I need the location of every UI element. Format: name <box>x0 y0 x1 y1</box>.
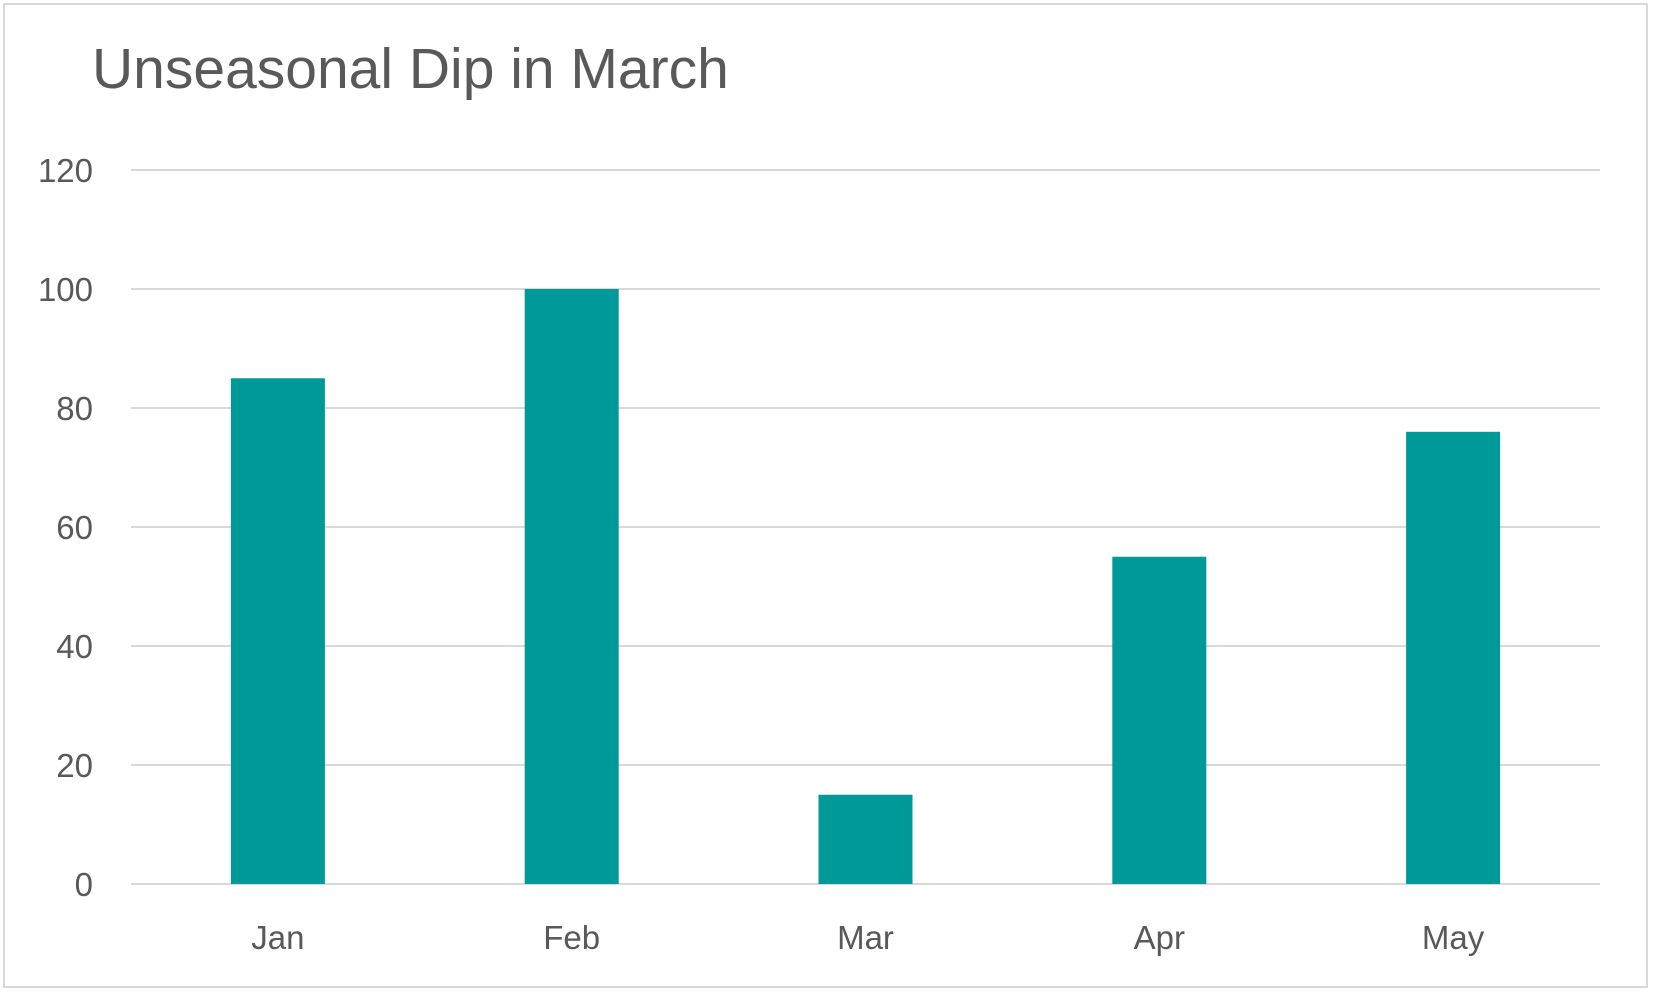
x-tick-label-feb: Feb <box>543 919 600 956</box>
y-tick-label: 0 <box>75 866 93 903</box>
bars <box>230 289 1501 884</box>
chart-title: Unseasonal Dip in March <box>92 37 729 101</box>
x-tick-label-mar: Mar <box>837 919 894 956</box>
y-tick-label: 60 <box>56 509 93 546</box>
y-tick-label: 80 <box>56 390 93 427</box>
y-axis-tick-labels: 0 20 40 60 80 100 120 <box>38 152 93 903</box>
y-tick-label: 20 <box>56 747 93 784</box>
x-tick-label-jan: Jan <box>251 919 304 956</box>
y-tick-label: 120 <box>38 152 93 189</box>
bar-jan <box>230 378 325 884</box>
bar-apr <box>1112 556 1207 884</box>
x-tick-label-may: May <box>1422 919 1485 956</box>
x-axis-tick-labels: Jan Feb Mar Apr May <box>251 919 1484 956</box>
bar-feb <box>524 289 619 884</box>
x-tick-label-apr: Apr <box>1134 919 1185 956</box>
gridlines <box>131 169 1600 885</box>
bar-may <box>1406 431 1501 884</box>
y-tick-label: 100 <box>38 271 93 308</box>
y-tick-label: 40 <box>56 628 93 665</box>
bar-mar <box>818 794 913 884</box>
